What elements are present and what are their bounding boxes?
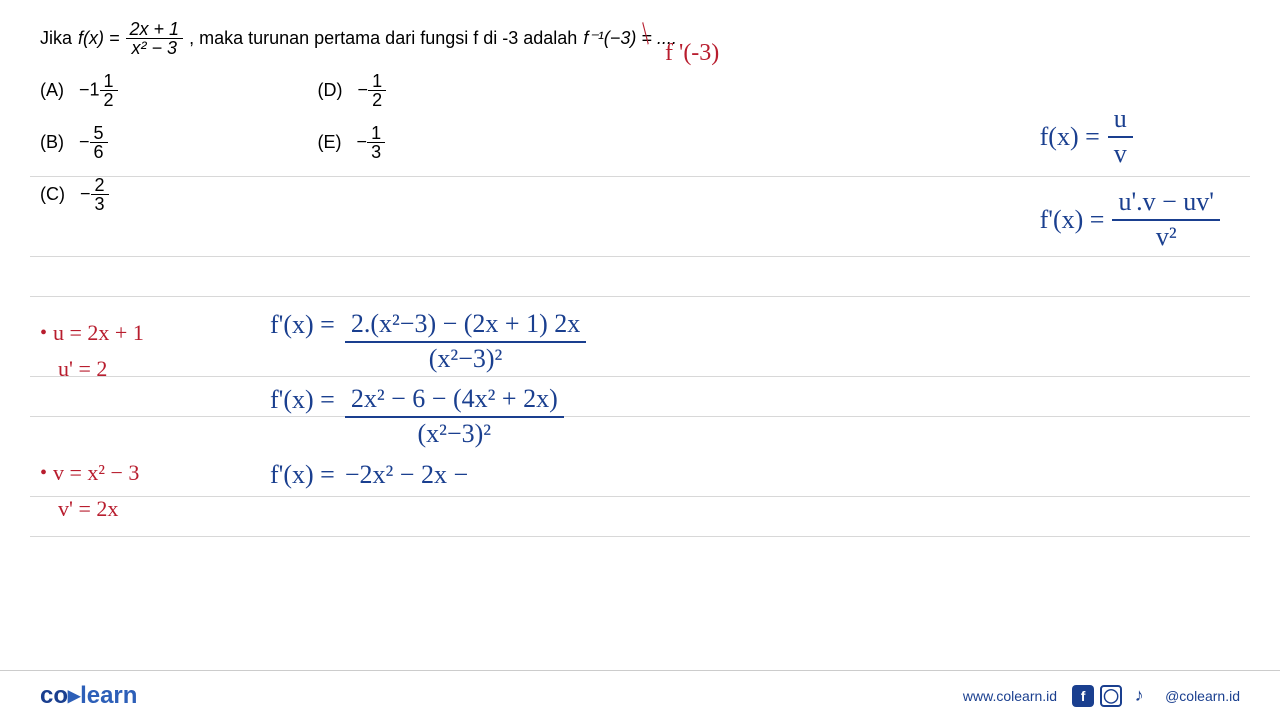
- fx-den: v: [1108, 138, 1133, 169]
- fx-eq: f(x) =: [1040, 122, 1100, 152]
- s1-left: f'(x) =: [270, 310, 335, 340]
- label-c: (C): [40, 184, 65, 205]
- denominator: x² − 3: [128, 39, 182, 57]
- bullet-icon: •: [40, 322, 47, 345]
- option-d: (D) −12: [318, 72, 387, 109]
- s3-left: f'(x) =: [270, 460, 335, 490]
- footer-handle: @colearn.id: [1165, 688, 1240, 704]
- numerator: 2x + 1: [126, 20, 184, 39]
- tiktok-icon: ♪: [1128, 685, 1150, 707]
- v-prime: v' = 2x: [58, 496, 139, 522]
- u-prime: u' = 2: [58, 356, 144, 382]
- formula-box: f(x) = u v f'(x) = u'.v − uv' v²: [1040, 105, 1220, 271]
- option-e: (E) −13: [318, 124, 387, 161]
- red-annotation: f '(-3): [665, 40, 719, 67]
- guide-line: [30, 376, 1250, 377]
- facebook-icon: f: [1072, 685, 1094, 707]
- s1-num: 2.(x²−3) − (2x + 1) 2x: [345, 310, 586, 343]
- logo-co: co: [40, 682, 68, 709]
- guide-line: [30, 536, 1250, 537]
- s2-left: f'(x) =: [270, 385, 335, 415]
- content-area: Jika f(x) = 2x + 1 x² − 3 , maka turunan…: [0, 0, 1280, 233]
- sub-u-block: • u = 2x + 1 u' = 2: [40, 320, 144, 382]
- guide-line: [30, 496, 1250, 497]
- instagram-icon: ◯: [1100, 685, 1122, 707]
- finv: f⁻¹(−3) = ....: [583, 28, 677, 49]
- s2-num: 2x² − 6 − (4x² + 2x): [345, 385, 564, 418]
- u-def: u = 2x + 1: [53, 320, 144, 346]
- footer-right: www.colearn.id f ◯ ♪ @colearn.id: [963, 685, 1240, 707]
- prefix: Jika: [40, 28, 72, 49]
- label-b: (B): [40, 132, 64, 153]
- step-1: f'(x) = 2.(x²−3) − (2x + 1) 2x (x²−3)²: [270, 310, 586, 373]
- val-e: −13: [357, 124, 386, 161]
- social-icons: f ◯ ♪: [1072, 685, 1150, 707]
- logo: co▸learn: [40, 681, 137, 710]
- fx-num: u: [1108, 105, 1133, 138]
- question-fraction: 2x + 1 x² − 3: [126, 20, 184, 57]
- guide-line: [30, 296, 1250, 297]
- label-a: (A): [40, 80, 64, 101]
- formula-fprime: f'(x) = u'.v − uv' v²: [1040, 188, 1220, 251]
- v-def: v = x² − 3: [53, 460, 139, 486]
- footer: co▸learn www.colearn.id f ◯ ♪ @colearn.i…: [0, 670, 1280, 720]
- option-c: (C) −23: [40, 176, 118, 213]
- fprime-den: v²: [1150, 221, 1183, 252]
- label-d: (D): [318, 80, 343, 101]
- option-col-left: (A) −112 (B) −56 (C) −23: [40, 72, 118, 213]
- s2-den: (x²−3)²: [411, 418, 497, 449]
- sub-v-block: • v = x² − 3 v' = 2x: [40, 460, 139, 522]
- bullet-icon: •: [40, 462, 47, 485]
- option-a: (A) −112: [40, 72, 118, 109]
- val-d: −12: [358, 72, 387, 109]
- option-col-right: (D) −12 (E) −13: [318, 72, 387, 213]
- logo-learn: learn: [80, 682, 137, 709]
- val-c: −23: [80, 176, 109, 213]
- fprime-eq: f'(x) =: [1040, 205, 1105, 235]
- label-e: (E): [318, 132, 342, 153]
- mixed-a: −112: [79, 72, 118, 109]
- steps-block: f'(x) = 2.(x²−3) − (2x + 1) 2x (x²−3)² f…: [270, 310, 586, 502]
- guide-line: [30, 176, 1250, 177]
- guide-line: [30, 256, 1250, 257]
- guide-line: [30, 416, 1250, 417]
- fprime-num: u'.v − uv': [1112, 188, 1220, 221]
- fx-label: f(x) =: [78, 28, 120, 49]
- footer-url: www.colearn.id: [963, 688, 1057, 704]
- s1-den: (x²−3)²: [423, 343, 509, 374]
- formula-fx: f(x) = u v: [1040, 105, 1220, 168]
- step-2: f'(x) = 2x² − 6 − (4x² + 2x) (x²−3)²: [270, 385, 586, 448]
- s3-right: −2x² − 2x −: [345, 460, 468, 490]
- option-b: (B) −56: [40, 124, 118, 161]
- step-3: f'(x) = −2x² − 2x −: [270, 460, 586, 490]
- question-middle: , maka turunan pertama dari fungsi f di …: [189, 28, 577, 49]
- val-b: −56: [79, 124, 108, 161]
